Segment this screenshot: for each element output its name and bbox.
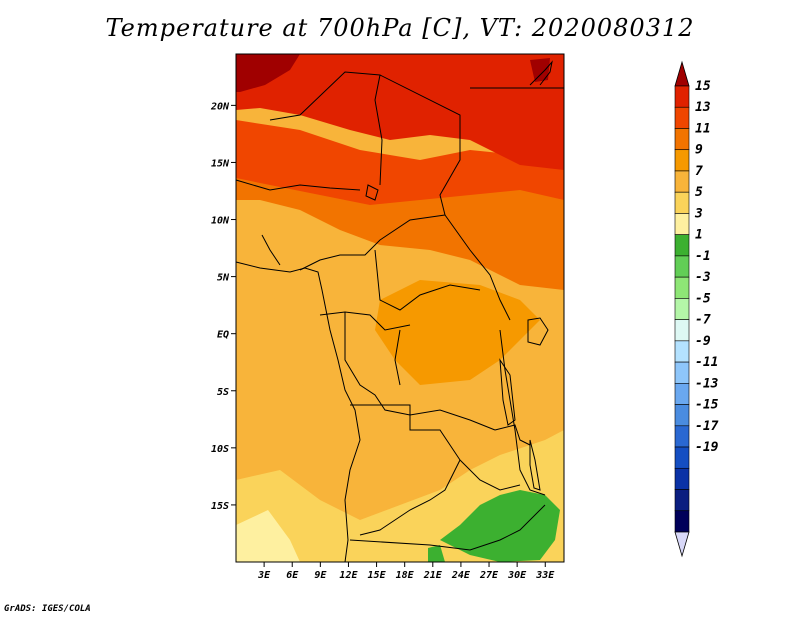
field-zambezi-green2 [428,545,445,562]
lake-malawi [529,439,541,491]
colorbar-swatch [674,128,690,151]
field-north-hot2 [530,58,550,82]
lat-tick-label: 5S [217,387,229,398]
lat-tick-label: 15S [211,501,229,512]
colorbar-swatch [674,383,690,405]
colorbar-swatch [674,298,690,320]
colorbar-bottom-arrow [674,531,690,558]
colorbar-swatch [674,234,690,257]
colorbar-swatch [674,276,690,299]
lat-tick-label: 10N [211,216,230,227]
border-lines-north [235,71,564,321]
lat-tick-label: 15N [211,158,230,169]
lon-tick-label: 21E [423,570,443,581]
colorbar-label: 1 [695,228,703,243]
lon-tick-label: 3E [257,570,271,581]
colorbar-label: -5 [695,291,711,306]
colorbar-swatch [674,149,690,172]
colorbar-label: 5 [695,185,703,200]
field-north [236,54,564,170]
field-north-hot [236,54,300,92]
lat-tick-label: 5N [217,273,230,284]
colorbar-swatch [674,361,690,384]
colorbar-swatch [674,489,690,512]
coastline-east [499,329,546,496]
colorbar-label: 15 [695,79,711,94]
country-borders [235,60,564,563]
lake-victoria [527,317,549,346]
colorbar-top-arrow [674,60,690,87]
grads-credit: GrADS: IGES/COLA [4,604,91,614]
colorbar-label: 3 [694,206,703,221]
colorbar-swatch [674,170,690,193]
colorbar: 15 13 11 9 7 5 3 1 -1 -3 -5 -7 -9 -11 -13 -15 -17 -19 [674,60,719,558]
colorbar-swatch [674,404,690,427]
colorbar-label: 9 [695,143,703,158]
lake-tanganyika [499,358,516,426]
lon-tick-label: 30E [507,570,527,581]
colorbar-label: -9 [695,334,711,349]
colorbar-swatch [674,255,690,278]
colorbar-label: -17 [695,419,719,434]
field-congo [375,280,540,385]
colorbar-swatch [674,467,690,490]
colorbar-label: -19 [695,440,719,455]
border-lines-south [349,404,546,551]
temperature-field [236,54,564,562]
colorbar-label: -15 [695,398,719,413]
colorbar-label: 7 [695,164,703,179]
lon-tick-label: 18E [396,570,415,581]
border-lines-central [261,214,496,431]
lon-tick-label: 15E [368,570,387,581]
lon-tick-label: 27E [479,570,499,581]
lat-tick-label: 20N [210,101,230,112]
colorbar-swatch [674,85,690,108]
field-zambezi-green [440,490,560,562]
colorbar-swatch [674,510,690,533]
colorbar-swatch [674,213,690,235]
colorbar-label: -11 [695,355,718,370]
colorbar-label: -7 [695,313,711,328]
colorbar-swatch [674,340,690,363]
latitude-axis: 20N 15N 10N 5N EQ 5S 10S 15S [210,101,236,512]
lon-tick-label: 24E [451,570,471,581]
colorbar-label: -13 [695,376,719,391]
colorbar-swatch [674,425,690,448]
coastline-west [235,261,361,563]
colorbar-swatch [674,191,690,214]
field-southern-pale2 [236,510,300,562]
colorbar-label: 13 [695,100,711,115]
colorbar-label: -3 [695,270,711,285]
lat-tick-label: 10S [211,444,229,455]
field-sahel [236,120,564,205]
colorbar-label: 11 [695,121,711,136]
lon-tick-label: 6E [286,570,299,581]
chart-title: Temperature at 700hPa [C], VT: 202008031… [105,14,695,42]
plot-frame [235,53,565,563]
lon-tick-label: 9E [314,570,327,581]
field-central [236,175,564,290]
colorbar-swatch [674,319,690,342]
colorbar-swatch [674,106,690,129]
colorbar-swatch [674,446,690,469]
lake-chad [365,184,379,201]
lat-tick-label: EQ [217,330,229,341]
colorbar-label: -1 [695,249,711,264]
coastline-horn [529,60,553,86]
lon-tick-label: 33E [535,570,555,581]
longitude-axis: 3E 6E 9E 12E 15E 18E 21E 24E 27E 30E 33E [257,562,555,581]
lon-tick-label: 12E [339,570,358,581]
